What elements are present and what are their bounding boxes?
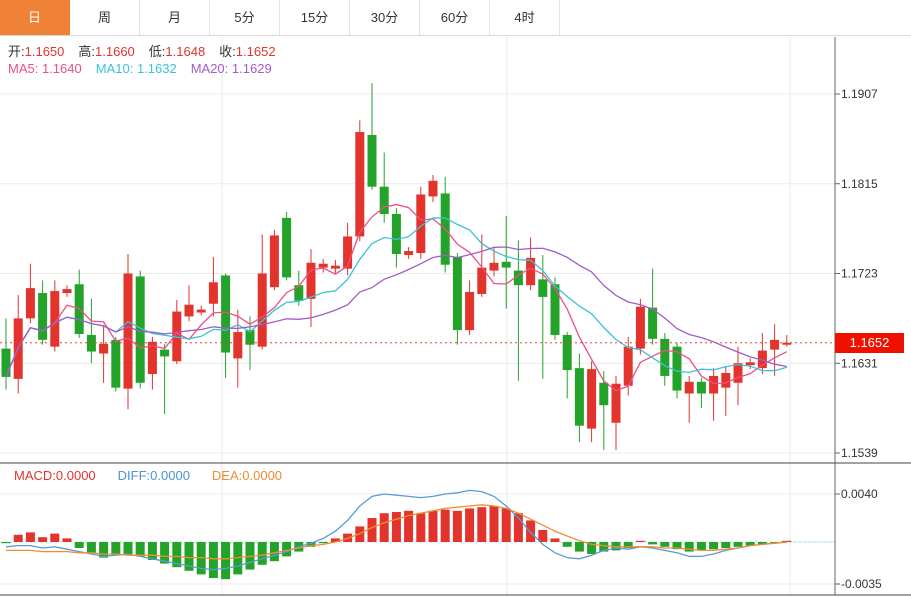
- ma5-value: MA5: 1.1640: [8, 61, 82, 76]
- open-value: 开:1.1650: [8, 44, 65, 59]
- dea-value: DEA:0.0000: [211, 468, 283, 483]
- tab-30min[interactable]: 30分: [350, 0, 420, 35]
- close-value: 收:1.1652: [219, 44, 276, 59]
- price-axis-label: 1.1723: [841, 267, 878, 281]
- diff-value: DIFF:0.0000: [117, 468, 190, 483]
- tab-60min[interactable]: 60分: [420, 0, 490, 35]
- ohlc-info-row: 开:1.1650 高:1.1660 低:1.1648 收:1.1652: [8, 41, 290, 60]
- tab-day[interactable]: 日: [0, 0, 70, 35]
- price-axis-label: 1.1539: [841, 446, 878, 460]
- macd-value: MACD:0.0000: [14, 468, 96, 483]
- low-value: 低:1.1648: [148, 44, 206, 59]
- tab-week[interactable]: 周: [70, 0, 140, 35]
- macd-info-row: MACD:0.0000 DIFF:0.0000 DEA:0.0000: [14, 468, 304, 483]
- price-axis-label: 1.1907: [841, 87, 878, 101]
- current-price-badge: 1.1652: [835, 332, 904, 353]
- price-axis-label: 1.1631: [841, 356, 878, 370]
- ma20-value: MA20: 1.1629: [190, 61, 272, 76]
- tab-month[interactable]: 月: [140, 0, 210, 35]
- tab-5min[interactable]: 5分: [210, 0, 280, 35]
- macd-axis-label: 0.0040: [841, 487, 878, 501]
- macd-axis-label: -0.0035: [841, 577, 882, 591]
- tab-15min[interactable]: 15分: [280, 0, 350, 35]
- price-axis-label: 1.1815: [841, 177, 878, 191]
- ma10-value: MA10: 1.1632: [95, 61, 177, 76]
- tab-4hour[interactable]: 4时: [490, 0, 560, 35]
- high-value: 高:1.1660: [78, 44, 135, 59]
- ma-info-row: MA5: 1.1640 MA10: 1.1632 MA20: 1.1629: [8, 61, 286, 76]
- timeframe-tabbar: 日 周 月 5分 15分 30分 60分 4时: [0, 0, 911, 36]
